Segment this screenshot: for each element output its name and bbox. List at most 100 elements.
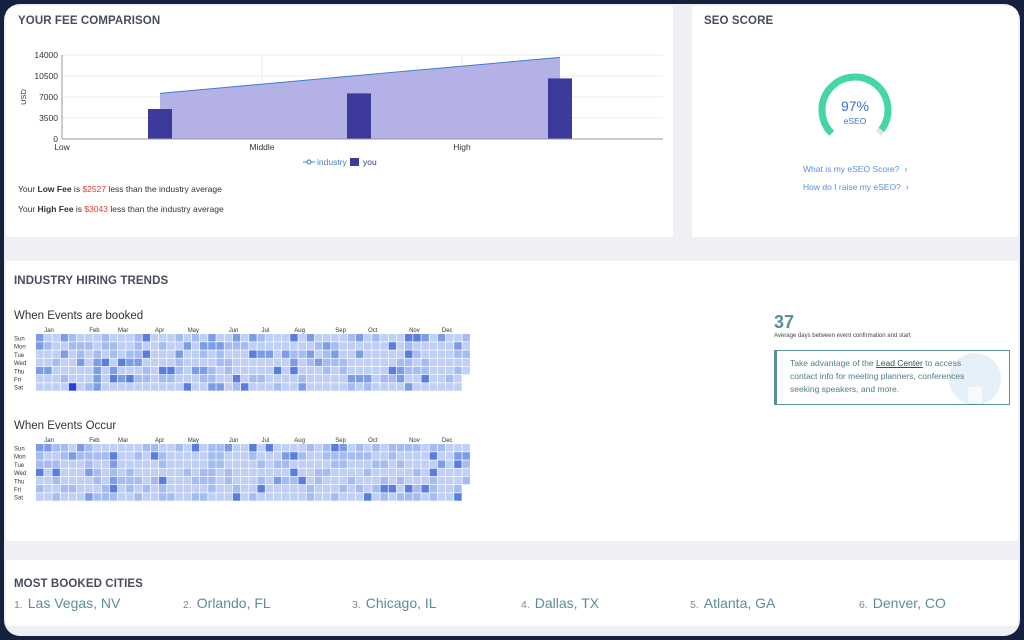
heatmap-cell: [273, 358, 282, 367]
heatmap-cell: [175, 366, 183, 375]
heatmap-cell: [68, 350, 77, 358]
heatmap-cell: [36, 485, 44, 493]
heatmap-cell: [85, 334, 93, 342]
heatmap-cell: [437, 476, 446, 485]
heatmap-cell: [249, 383, 257, 391]
city-item[interactable]: 1. Las Vegas, NV: [14, 595, 120, 611]
heatmap-cell: [77, 476, 85, 485]
city-item[interactable]: 2. Orlando, FL: [183, 595, 271, 611]
heatmap-cell: [331, 444, 339, 452]
heatmap-cell: [191, 334, 200, 342]
heatmap-cell: [446, 350, 454, 358]
heatmap-cell: [454, 350, 462, 358]
heatmap-cell: [429, 375, 438, 383]
you-bar: [347, 93, 371, 139]
city-item[interactable]: 5. Atlanta, GA: [690, 595, 775, 611]
month-label: Apr: [155, 438, 164, 444]
heatmap-cell: [77, 358, 85, 367]
heatmap-cell: [282, 350, 290, 358]
heatmap-cell: [421, 460, 429, 468]
heatmap-cell: [364, 334, 372, 342]
heatmap-cell: [93, 468, 101, 477]
heatmap-cell: [380, 383, 388, 391]
heatmap-cell: [413, 334, 421, 342]
heatmap-cell: [241, 375, 249, 383]
heatmap-cell: [134, 375, 142, 383]
heatmap-cell: [323, 358, 331, 367]
heatmap-cell: [167, 485, 175, 493]
heatmap-cell: [331, 460, 339, 468]
month-label: Apr: [155, 328, 164, 334]
heatmap-cell: [265, 444, 274, 452]
heatmap-cell: [282, 460, 290, 468]
heatmap-cell: [175, 476, 183, 485]
heatmap-cell: [282, 366, 290, 375]
heatmap-cell: [380, 334, 388, 342]
heatmap-cell: [462, 334, 470, 342]
heatmap-cell: [355, 383, 364, 391]
heatmap-cell: [437, 358, 446, 367]
heatmap-cell: [191, 452, 200, 460]
heatmap-cell: [388, 375, 397, 383]
heatmap-cell: [282, 468, 290, 477]
industry-line: [159, 56, 561, 94]
heatmap-cell: [462, 468, 470, 477]
you-bar: [548, 78, 572, 139]
what-is-eseo-link[interactable]: What is my eSEO Score? ›: [803, 164, 907, 174]
heatmap-cell: [224, 358, 233, 367]
heatmap-cell: [331, 366, 339, 375]
heatmap-cell: [249, 460, 257, 468]
heatmap-cell: [183, 444, 192, 452]
city-item[interactable]: 4. Dallas, TX: [521, 595, 599, 611]
heatmap-cell: [396, 468, 405, 477]
heatmap-cell: [77, 342, 85, 350]
heatmap-cell: [290, 452, 298, 460]
day-label: Fri: [14, 488, 21, 494]
heatmap-cell: [52, 452, 60, 460]
heatmap-cell: [126, 358, 134, 367]
heatmap-cell: [273, 476, 282, 485]
city-item[interactable]: 6. Denver, CO: [859, 595, 946, 611]
heatmap-cell: [175, 334, 183, 342]
month-label: Jun: [229, 328, 239, 334]
heatmap-cell: [68, 358, 77, 367]
heatmap-cell: [52, 468, 60, 477]
heatmap-cell: [85, 485, 93, 493]
heatmap-cell: [68, 334, 77, 342]
heatmap-cell: [446, 375, 454, 383]
city-item[interactable]: 3. Chicago, IL: [352, 595, 437, 611]
heatmap-cell: [273, 342, 282, 350]
heatmap-cell: [93, 334, 101, 342]
lead-center-link[interactable]: Lead Center: [876, 358, 923, 368]
month-label: Jan: [44, 328, 54, 334]
raise-eseo-link[interactable]: How do I raise my eSEO? ›: [803, 182, 909, 192]
heatmap-cell: [52, 444, 60, 452]
heatmap-cell: [183, 342, 192, 350]
heatmap-cell: [200, 334, 208, 342]
city-name: Atlanta, GA: [703, 595, 776, 611]
heatmap-cell: [191, 468, 200, 477]
heatmap-cell: [68, 468, 77, 477]
heatmap-cell: [241, 334, 249, 342]
y-tick-label: 10500: [34, 71, 58, 81]
heatmap-cell: [364, 468, 372, 477]
heatmap-cell: [200, 444, 208, 452]
heatmap-cell: [290, 468, 298, 477]
heatmap-cell: [437, 366, 446, 375]
heatmap-cell: [388, 350, 397, 358]
heatmap-cell: [265, 485, 274, 493]
heatmap-cell: [339, 468, 347, 477]
heatmap-cell: [85, 342, 93, 350]
heatmap-cell: [93, 444, 101, 452]
heatmap-cell: [200, 485, 208, 493]
heatmap-cell: [347, 342, 356, 350]
heatmap-cell: [347, 452, 356, 460]
heatmap-cell: [208, 493, 216, 501]
heatmap-cell: [241, 444, 249, 452]
heatmap-cell: [60, 342, 69, 350]
heatmap-cell: [347, 460, 356, 468]
heatmap-cell: [306, 366, 315, 375]
heatmap-cell: [282, 493, 290, 501]
heatmap-cell: [150, 342, 159, 350]
heatmap-cell: [101, 383, 110, 391]
